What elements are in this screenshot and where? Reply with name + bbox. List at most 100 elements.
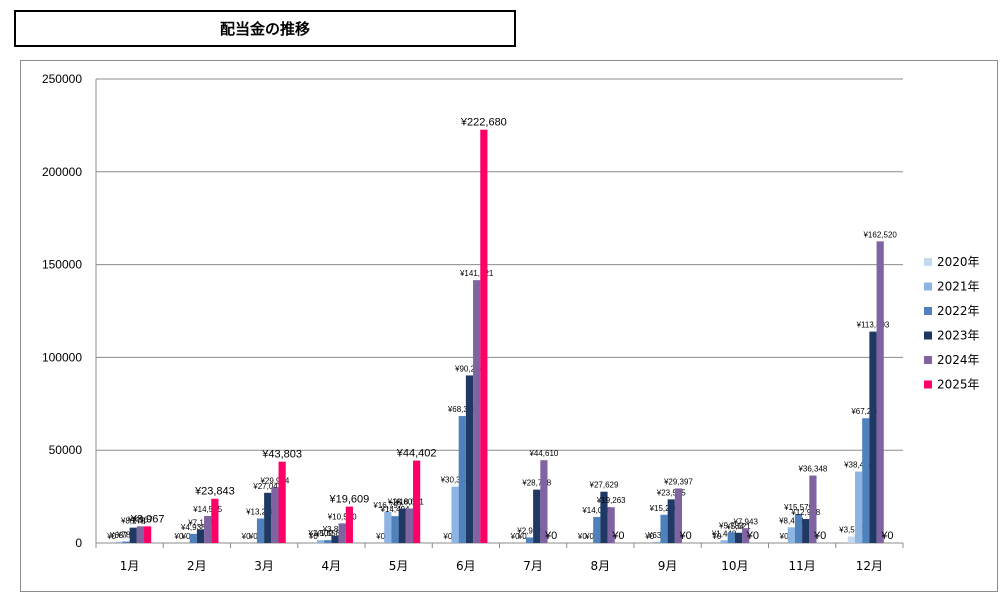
x-tick-label: 5月 (389, 559, 409, 573)
data-label: ¥27,629 (589, 481, 619, 490)
data-label: ¥12,918 (790, 508, 820, 517)
data-label: ¥0 (880, 530, 893, 542)
x-tick-label: 4月 (322, 559, 342, 573)
x-tick-label: 2月 (187, 559, 207, 573)
bar (734, 532, 743, 543)
data-label: ¥29,397 (663, 477, 693, 486)
legend-swatch (924, 380, 932, 389)
x-tick-label: 7月 (523, 559, 543, 573)
data-label: ¥28,758 (521, 479, 551, 488)
bar (674, 488, 683, 543)
y-tick-label: 50000 (49, 443, 83, 457)
bar (413, 460, 421, 543)
data-label: ¥0 (644, 532, 654, 541)
data-label: ¥3,500 (838, 526, 864, 535)
data-label: ¥19,609 (328, 494, 369, 506)
x-tick-label: 12月 (856, 559, 883, 573)
x-tick-label: 10月 (721, 559, 748, 573)
data-label: ¥18,601 (387, 497, 417, 506)
bar (204, 515, 212, 543)
data-label: ¥44,610 (528, 449, 558, 458)
legend-swatch (924, 258, 932, 266)
data-label: ¥27,043 (252, 482, 282, 491)
bar (115, 541, 123, 543)
bar (525, 537, 534, 543)
data-label: ¥8,272 (120, 517, 146, 526)
bar (211, 498, 219, 543)
bar (189, 533, 197, 543)
data-label: ¥5,521 (725, 522, 751, 531)
data-label: ¥637 (109, 531, 128, 540)
data-label: ¥90,284 (454, 364, 484, 373)
bar (398, 508, 406, 543)
bar (465, 375, 474, 543)
bar (129, 527, 137, 543)
bar (473, 280, 481, 543)
y-tick-label: 0 (75, 536, 82, 550)
data-label: ¥0 (510, 532, 520, 541)
bar (480, 129, 488, 543)
bar (787, 527, 795, 543)
bar (720, 540, 728, 543)
legend-swatch (924, 282, 932, 291)
legend-swatch (924, 356, 932, 364)
bar (384, 511, 392, 543)
bar (593, 516, 601, 543)
bar (540, 460, 548, 543)
data-label: ¥0 (611, 530, 624, 542)
legend-label: 2024年 (937, 353, 980, 367)
bar (869, 331, 877, 543)
data-label: ¥5,783 (718, 521, 744, 530)
data-label: ¥14,575 (192, 505, 222, 514)
data-label: ¥0 (375, 532, 385, 541)
data-label: ¥8,433 (778, 516, 804, 525)
data-label: ¥0 (779, 532, 789, 541)
data-label: ¥113,893 (856, 321, 890, 330)
legend-label: 2023年 (937, 329, 980, 343)
legend-label: 2020年 (937, 255, 980, 269)
bar (862, 418, 870, 543)
bar (122, 541, 130, 543)
bar (727, 532, 735, 543)
data-label: ¥23,843 (194, 486, 235, 498)
bar (331, 535, 339, 543)
x-tick-label: 9月 (658, 559, 678, 573)
bar (653, 541, 661, 543)
bar (802, 519, 810, 543)
data-label: ¥13,218 (245, 507, 275, 516)
bar (271, 487, 279, 543)
bar (533, 489, 541, 543)
data-label: ¥632 (647, 531, 666, 540)
data-label: ¥222,680 (460, 117, 507, 129)
bar (256, 518, 265, 543)
data-label: ¥29,944 (259, 476, 289, 485)
x-tick-label: 8月 (591, 559, 611, 573)
data-label: ¥0 (813, 530, 826, 542)
x-tick-label: 1月 (120, 559, 140, 573)
data-label: ¥1,448 (711, 529, 737, 538)
data-label: ¥19,263 (596, 496, 626, 505)
data-label: ¥0 (544, 530, 557, 542)
data-label: ¥2,988 (516, 526, 542, 535)
bar (196, 529, 205, 543)
legend-label: 2022年 (937, 304, 980, 318)
bar (264, 492, 272, 543)
bar (144, 526, 152, 543)
data-label: ¥0 (746, 530, 759, 542)
data-label: ¥0 (181, 532, 191, 541)
bar (854, 471, 863, 543)
data-label: ¥36,348 (797, 465, 827, 474)
bar (607, 507, 615, 543)
bar (451, 486, 459, 543)
data-label: ¥68,390 (447, 405, 477, 414)
bar (660, 514, 668, 543)
data-label: ¥0 (173, 532, 183, 541)
y-tick-label: 200000 (42, 165, 82, 179)
data-label: ¥0 (308, 532, 318, 541)
bar (458, 416, 466, 543)
data-label: ¥43,803 (261, 449, 302, 461)
bar (338, 523, 346, 543)
bar (316, 540, 325, 543)
y-tick-label: 100000 (42, 350, 82, 364)
data-label: ¥10,580 (327, 512, 357, 521)
